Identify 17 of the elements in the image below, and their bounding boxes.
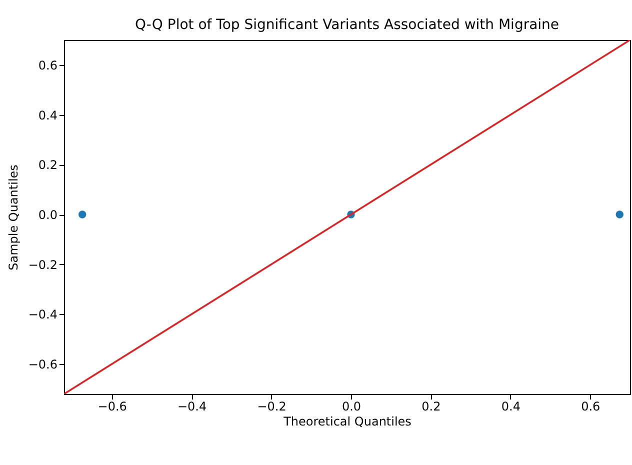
x-tick-label: −0.4 bbox=[177, 400, 207, 414]
chart-title: Q-Q Plot of Top Significant Variants Associated with Migraine bbox=[134, 17, 560, 33]
x-tick-label: 0.2 bbox=[422, 400, 441, 414]
y-tick-label: 0.2 bbox=[38, 158, 58, 172]
x-tick-label: −0.6 bbox=[98, 400, 127, 414]
x-tick-label: 0.4 bbox=[501, 400, 520, 414]
y-tick-label: −0.6 bbox=[28, 358, 58, 372]
y-tick-label: −0.2 bbox=[28, 258, 58, 272]
y-tick-label: 0.0 bbox=[38, 208, 58, 222]
y-tick-label: 0.6 bbox=[38, 58, 58, 72]
x-tick-label: 0.0 bbox=[342, 400, 362, 414]
y-tick-label: −0.4 bbox=[28, 308, 58, 322]
x-axis-title: Theoretical Quantiles bbox=[282, 414, 412, 428]
y-axis-title: Sample Quantiles bbox=[6, 164, 20, 270]
x-tick-label: −0.2 bbox=[257, 400, 286, 414]
x-tick-label: 0.6 bbox=[581, 400, 600, 414]
y-tick-label: 0.4 bbox=[38, 108, 58, 122]
